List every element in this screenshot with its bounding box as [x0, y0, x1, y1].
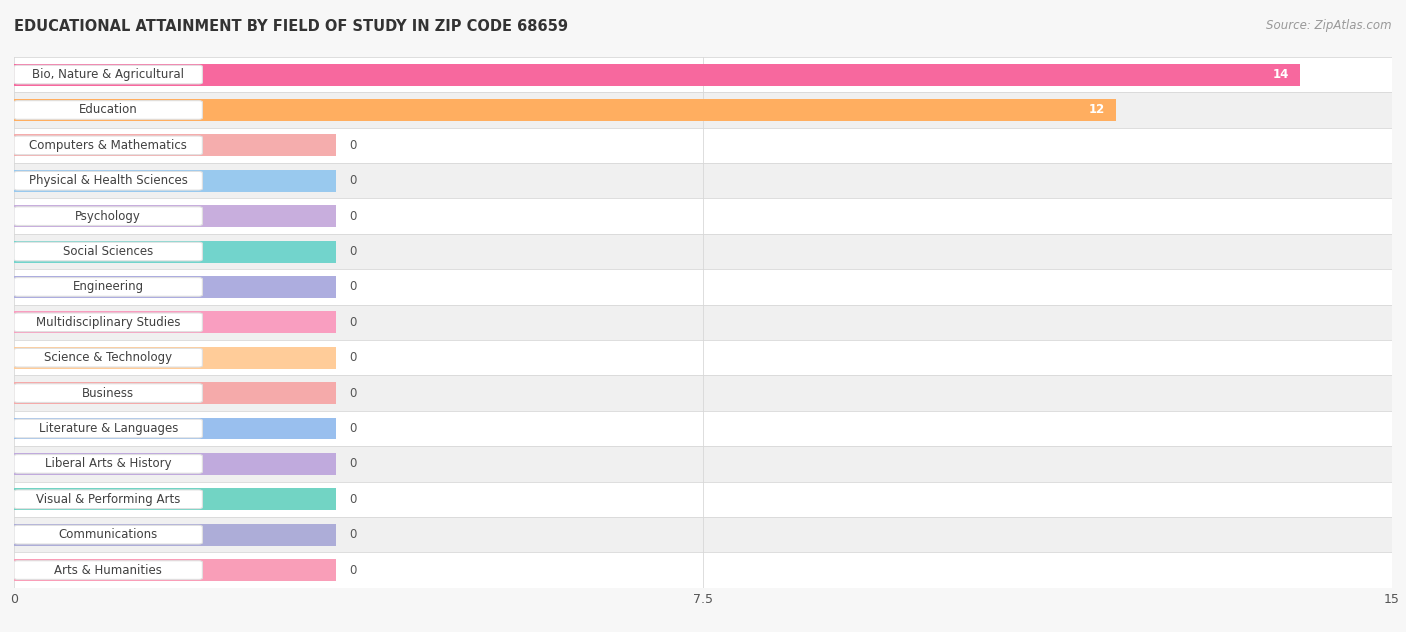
Text: 0: 0 [349, 458, 357, 470]
Bar [14, 135, 336, 156]
Bar [14, 312, 336, 333]
Text: Liberal Arts & History: Liberal Arts & History [45, 458, 172, 470]
Bar [14, 170, 336, 191]
Bar [14, 269, 1392, 305]
FancyBboxPatch shape [14, 65, 202, 84]
FancyBboxPatch shape [14, 242, 202, 261]
FancyBboxPatch shape [14, 384, 202, 403]
Text: Source: ZipAtlas.com: Source: ZipAtlas.com [1267, 19, 1392, 32]
Text: 0: 0 [349, 139, 357, 152]
Text: Engineering: Engineering [73, 281, 143, 293]
Text: Communications: Communications [59, 528, 157, 541]
FancyBboxPatch shape [14, 525, 202, 544]
Text: 0: 0 [349, 528, 357, 541]
Text: Bio, Nature & Agricultural: Bio, Nature & Agricultural [32, 68, 184, 81]
FancyBboxPatch shape [14, 100, 202, 119]
Text: Physical & Health Sciences: Physical & Health Sciences [28, 174, 187, 187]
Text: 0: 0 [349, 422, 357, 435]
Bar [14, 163, 1392, 198]
Text: Arts & Humanities: Arts & Humanities [55, 564, 162, 576]
Bar [14, 418, 336, 439]
Text: Science & Technology: Science & Technology [44, 351, 173, 364]
Bar [14, 446, 1392, 482]
Text: 0: 0 [349, 564, 357, 576]
Bar [14, 57, 1392, 92]
FancyBboxPatch shape [14, 561, 202, 580]
Bar [14, 92, 1392, 128]
FancyBboxPatch shape [14, 313, 202, 332]
Text: 0: 0 [349, 245, 357, 258]
Bar [14, 198, 1392, 234]
Bar [14, 64, 1301, 85]
Text: Literature & Languages: Literature & Languages [38, 422, 179, 435]
Bar [14, 489, 336, 510]
Bar [14, 453, 336, 475]
Text: 0: 0 [349, 316, 357, 329]
Bar [14, 276, 336, 298]
Bar [14, 382, 336, 404]
Text: 0: 0 [349, 210, 357, 222]
Bar [14, 305, 1392, 340]
Text: Education: Education [79, 104, 138, 116]
Text: Psychology: Psychology [76, 210, 141, 222]
FancyBboxPatch shape [14, 419, 202, 438]
Text: EDUCATIONAL ATTAINMENT BY FIELD OF STUDY IN ZIP CODE 68659: EDUCATIONAL ATTAINMENT BY FIELD OF STUDY… [14, 19, 568, 34]
Text: Computers & Mathematics: Computers & Mathematics [30, 139, 187, 152]
Text: Business: Business [82, 387, 135, 399]
Text: 0: 0 [349, 281, 357, 293]
Bar [14, 517, 1392, 552]
Text: 14: 14 [1272, 68, 1289, 81]
Text: Social Sciences: Social Sciences [63, 245, 153, 258]
FancyBboxPatch shape [14, 171, 202, 190]
FancyBboxPatch shape [14, 136, 202, 155]
FancyBboxPatch shape [14, 490, 202, 509]
Bar [14, 524, 336, 545]
FancyBboxPatch shape [14, 207, 202, 226]
Text: 0: 0 [349, 174, 357, 187]
Text: 0: 0 [349, 493, 357, 506]
Bar [14, 234, 1392, 269]
Bar [14, 375, 1392, 411]
Bar [14, 482, 1392, 517]
Bar [14, 128, 1392, 163]
Bar [14, 347, 336, 368]
Text: 12: 12 [1090, 104, 1105, 116]
Bar [14, 340, 1392, 375]
Bar [14, 241, 336, 262]
Bar [14, 411, 1392, 446]
Text: Visual & Performing Arts: Visual & Performing Arts [37, 493, 180, 506]
FancyBboxPatch shape [14, 348, 202, 367]
Text: 0: 0 [349, 387, 357, 399]
Bar [14, 205, 336, 227]
Bar [14, 552, 1392, 588]
Bar [14, 99, 1116, 121]
Bar [14, 559, 336, 581]
Text: 0: 0 [349, 351, 357, 364]
Text: Multidisciplinary Studies: Multidisciplinary Studies [37, 316, 180, 329]
FancyBboxPatch shape [14, 277, 202, 296]
FancyBboxPatch shape [14, 454, 202, 473]
